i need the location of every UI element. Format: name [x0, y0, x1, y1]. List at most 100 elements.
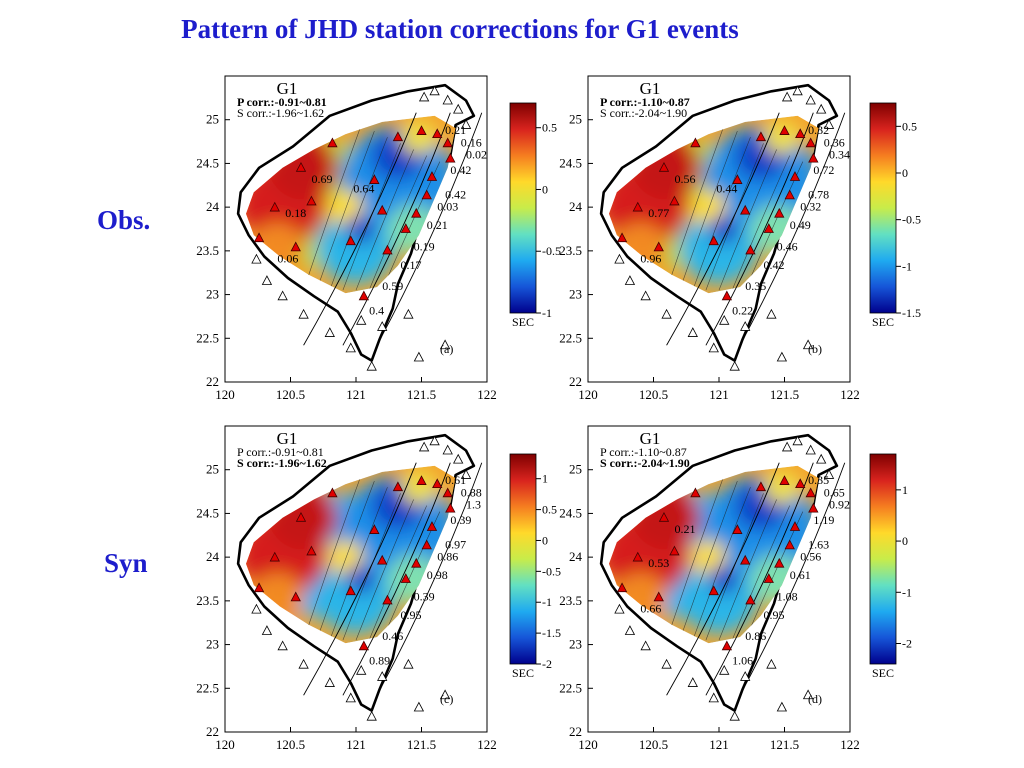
station-used-icon [708, 235, 719, 246]
station-used-icon [253, 582, 265, 593]
station-used-icon [740, 554, 751, 565]
station-unused-icon [719, 314, 730, 325]
station-used-icon [784, 189, 795, 200]
contour-line [329, 137, 388, 291]
station-used-icon [779, 475, 790, 485]
map-panel-b: 120 120.5 121 121.5 122 22 22.5 23 23.5 24 24.5 25 0… [559, 75, 921, 402]
station-used-icon [616, 232, 628, 243]
station-used-icon [690, 487, 701, 498]
colorbar-tick-label: -0.5 [902, 213, 921, 227]
station-used-icon [632, 201, 643, 212]
x-tick-label: 120 [578, 387, 598, 402]
station-value-label: 0.18 [285, 206, 306, 220]
y-tick-label: 23 [206, 287, 219, 302]
station-used-icon [400, 223, 411, 233]
colorbar-tick-label: -1.5 [902, 306, 921, 320]
colorbar-tick-label: 0 [542, 533, 548, 547]
station-unused-icon [251, 253, 262, 264]
fault-line [376, 112, 483, 346]
station-value-label: 0.03 [437, 200, 458, 214]
colorbar-tick-label: 0 [902, 166, 908, 180]
station-used-icon [774, 557, 785, 568]
event-label: G1 [277, 429, 298, 448]
y-tick-label: 25 [206, 112, 219, 127]
field-blob [703, 126, 819, 234]
station-used-icon [392, 131, 404, 142]
p-corr-label: P corr.:-0.91~0.81 [237, 445, 324, 459]
p-corr-label: P corr.:-0.91~0.81 [237, 95, 327, 109]
fault-line [705, 112, 814, 346]
y-tick-label: 24.5 [559, 505, 582, 520]
station-used-icon [745, 244, 756, 255]
station-unused-icon [324, 677, 335, 687]
station-value-label: 0.42 [450, 163, 471, 177]
station-used-icon [432, 478, 443, 489]
station-used-icon [382, 244, 393, 255]
station-value-label: 0.35 [745, 279, 766, 293]
x-tick-label: 120.5 [276, 387, 305, 402]
station-unused-icon [429, 435, 440, 446]
station-used-icon [805, 487, 816, 498]
x-tick-label: 120.5 [276, 737, 305, 752]
y-tick-label: 22.5 [559, 330, 582, 345]
contour-line [692, 137, 751, 291]
colorbar-tick-label: 1 [902, 483, 908, 497]
station-unused-icon [251, 603, 262, 614]
x-tick-label: 121.5 [407, 737, 436, 752]
fault-line [739, 112, 846, 346]
station-used-icon [290, 241, 301, 252]
station-used-icon [358, 290, 370, 301]
station-unused-icon [802, 339, 814, 350]
station-value-label: 0.21 [445, 123, 466, 137]
s-corr-label: S corr.:-1.96~1.62 [237, 456, 327, 470]
contour-line [316, 130, 375, 291]
station-used-icon [658, 511, 670, 522]
station-unused-icon [298, 308, 309, 319]
station-value-label: 0.86 [745, 629, 766, 643]
fault-line [666, 112, 780, 346]
contour-line [679, 480, 738, 641]
contour-line [303, 474, 362, 641]
y-tick-label: 23.5 [559, 243, 582, 258]
station-unused-icon [345, 342, 356, 353]
station-used-icon [377, 554, 388, 565]
station-unused-icon [766, 308, 777, 319]
colorbar-tick-label: 0 [542, 182, 548, 196]
station-unused-icon [766, 658, 777, 669]
station-value-label: 1.63 [808, 537, 829, 551]
colorbar-unit: SEC [512, 315, 534, 329]
station-used-icon [426, 171, 438, 181]
station-used-icon [327, 137, 338, 148]
station-used-icon [721, 640, 733, 651]
event-label: G1 [640, 429, 661, 448]
station-unused-icon [439, 339, 451, 350]
station-value-label: 0.21 [674, 522, 695, 536]
station-unused-icon [413, 701, 425, 712]
station-unused-icon [792, 85, 803, 96]
y-tick-label: 23 [569, 287, 582, 302]
map-panel-d: 120 120.5 121 121.5 122 22 22.5 23 23.5 24 24.5 25 0… [559, 425, 912, 752]
x-tick-label: 122 [477, 737, 497, 752]
colorbar-tick-label: 0.5 [542, 503, 557, 517]
station-used-icon [358, 640, 370, 651]
station-value-label: 0.59 [382, 279, 403, 293]
x-tick-label: 122 [477, 387, 497, 402]
y-tick-label: 24.5 [196, 505, 219, 520]
station-value-label: 0.39 [414, 589, 435, 603]
map-panel-a: 120 120.5 121 121.5 122 22 22.5 23 23.5 24 24.5 25 0… [196, 75, 561, 402]
y-tick-label: 24 [569, 199, 583, 214]
station-unused-icon [261, 275, 273, 285]
x-tick-label: 121.5 [770, 387, 799, 402]
station-unused-icon [816, 103, 827, 114]
station-used-icon [369, 174, 380, 184]
contour-line [368, 505, 428, 641]
y-tick-label: 22 [569, 724, 582, 739]
station-used-icon [345, 585, 356, 596]
fault-line [342, 462, 451, 696]
contour-line [731, 505, 791, 641]
fault-line [303, 112, 417, 346]
station-used-icon [306, 545, 317, 556]
station-value-label: 1.3 [466, 498, 481, 512]
fault-line [666, 462, 780, 696]
colorbar-tick-label: -1.5 [542, 626, 561, 640]
